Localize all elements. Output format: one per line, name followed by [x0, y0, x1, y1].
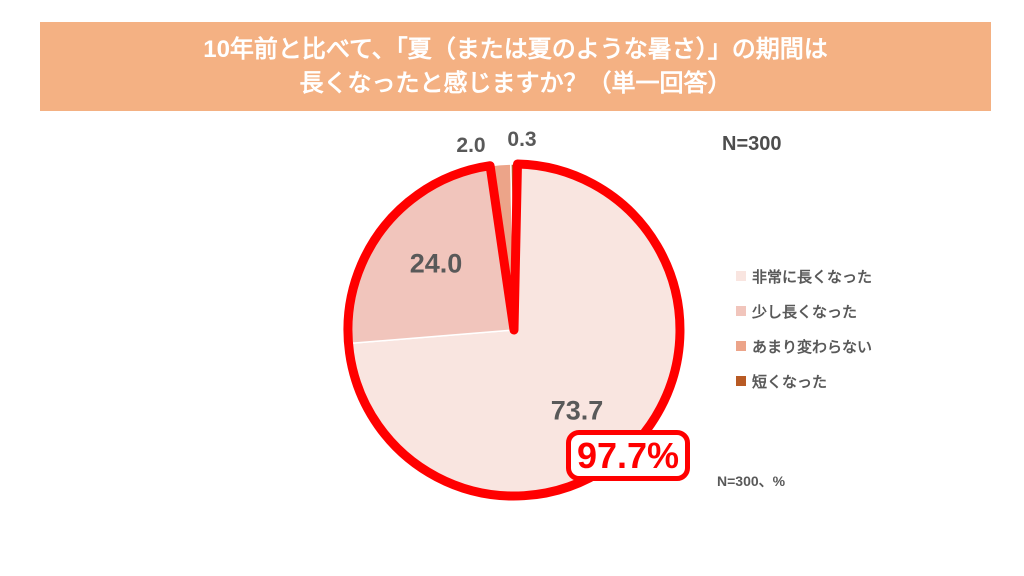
legend-item-shorter: 短くなった	[736, 373, 872, 391]
slice-label-no-change: 2.0	[456, 134, 486, 157]
footnote: N=300、%	[717, 473, 786, 489]
slice-label-little-long: 24.0	[409, 248, 463, 279]
legend-swatch-icon	[736, 271, 746, 281]
legend-swatch-icon	[736, 306, 746, 316]
legend-label: あまり変わらない	[752, 338, 873, 356]
slice-label-very-long: 73.7	[550, 395, 604, 426]
legend-item-no-change: あまり変わらない	[736, 338, 873, 356]
chart-title-line1: 10年前と比べて、「夏（または夏のような暑さ）」の期間は	[203, 35, 828, 63]
legend-label: 短くなった	[752, 373, 828, 391]
legend-item-very-long: 非常に長くなった	[736, 268, 873, 286]
chart-title-line2: 長くなったと感じますか？（単一回答）	[299, 69, 732, 97]
highlight-group-outline	[343, 159, 685, 501]
legend-swatch-icon	[736, 376, 746, 386]
legend: 非常に長くなった 少し長くなった あまり変わらない 短くなった	[736, 268, 872, 408]
sample-size-label: N=300	[722, 133, 782, 155]
legend-label: 非常に長くなった	[752, 268, 873, 286]
chart-title-banner: 10年前と比べて、「夏（または夏のような暑さ）」の期間は 長くなったと感じますか…	[40, 22, 991, 111]
legend-item-little-long: 少し長くなった	[736, 303, 872, 321]
legend-label: 少し長くなった	[752, 303, 858, 321]
highlight-total-badge: 97.7%	[566, 430, 690, 481]
slice-label-shorter: 0.3	[507, 128, 537, 151]
legend-swatch-icon	[736, 341, 746, 351]
